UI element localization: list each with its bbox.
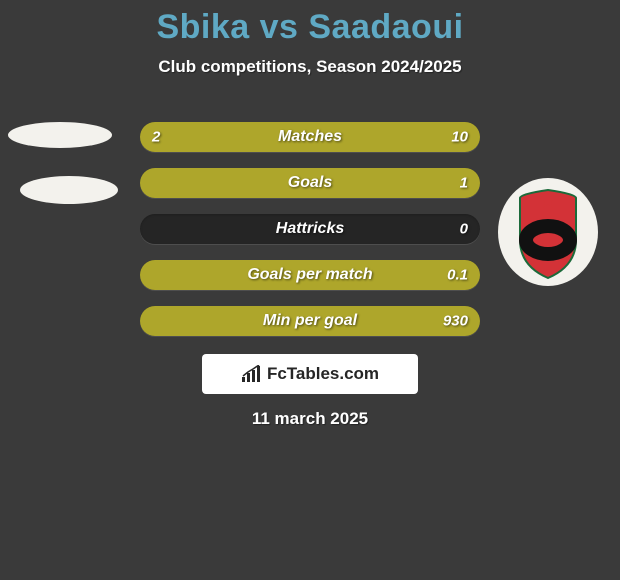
stat-bar: Goals per match 0.1 xyxy=(140,260,480,290)
bar-value-right: 10 xyxy=(451,129,468,146)
player-placeholder-oval xyxy=(20,176,118,204)
bar-label: Hattricks xyxy=(276,220,344,238)
subtitle: Club competitions, Season 2024/2025 xyxy=(0,57,620,77)
stat-bar: Matches 2 10 xyxy=(140,122,480,152)
comparison-bars: Matches 2 10 Goals 1 Hattricks 0 Goals per matc… xyxy=(140,122,480,352)
bar-label: Goals xyxy=(288,174,332,192)
bar-label: Min per goal xyxy=(263,312,357,330)
player-placeholder-oval xyxy=(8,122,112,148)
bar-value-right: 930 xyxy=(443,313,468,330)
chart-icon xyxy=(241,365,263,383)
bar-label: Matches xyxy=(278,128,342,146)
fctables-logo: FcTables.com xyxy=(202,354,418,394)
comparison-infographic: Sbika vs Saadaoui Club competitions, Sea… xyxy=(0,0,620,580)
bar-value-right: 1 xyxy=(460,175,468,192)
generation-date: 11 march 2025 xyxy=(252,409,368,429)
stat-bar: Min per goal 930 xyxy=(140,306,480,336)
stat-bar: Hattricks 0 xyxy=(140,214,480,244)
bar-value-right: 0 xyxy=(460,221,468,238)
bar-value-left: 2 xyxy=(152,129,160,146)
bar-label: Goals per match xyxy=(247,266,372,284)
stat-bar: Goals 1 xyxy=(140,168,480,198)
logo-text: FcTables.com xyxy=(267,364,379,384)
club-badge-right xyxy=(498,178,598,286)
bar-value-right: 0.1 xyxy=(447,267,468,284)
page-title: Sbika vs Saadaoui xyxy=(0,0,620,47)
bar-fill-left xyxy=(140,122,197,152)
